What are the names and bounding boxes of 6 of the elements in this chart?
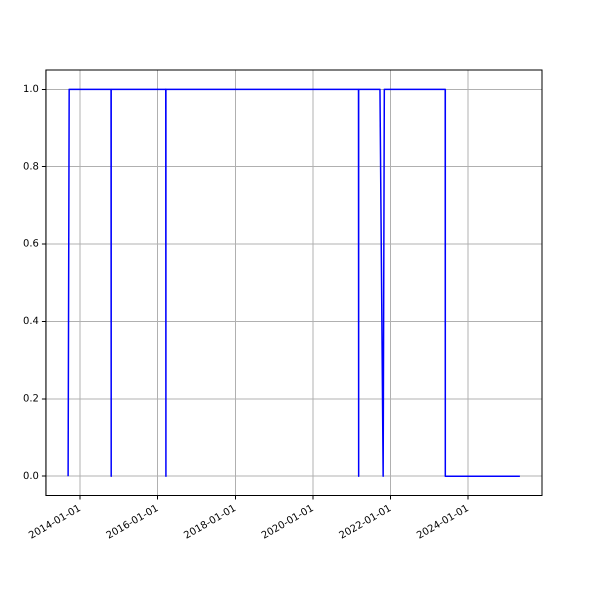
y-tick-label: 0.2 bbox=[22, 393, 39, 404]
y-tick-label: 0.4 bbox=[22, 316, 39, 328]
y-tick-label: 0.6 bbox=[22, 238, 39, 250]
y-tick-label: 0.0 bbox=[22, 470, 39, 482]
y-tick-label: 1.0 bbox=[22, 84, 39, 95]
y-tick-label: 0.8 bbox=[22, 161, 39, 172]
